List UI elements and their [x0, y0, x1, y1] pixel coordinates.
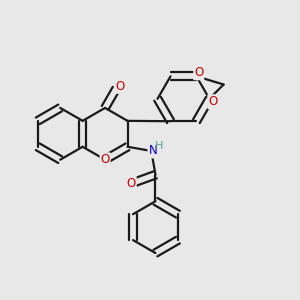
Text: O: O: [127, 177, 136, 190]
Text: O: O: [208, 95, 218, 108]
Text: O: O: [194, 66, 203, 79]
Text: N: N: [148, 145, 157, 158]
Text: O: O: [100, 153, 110, 166]
Text: H: H: [155, 141, 164, 151]
Text: O: O: [115, 80, 124, 93]
